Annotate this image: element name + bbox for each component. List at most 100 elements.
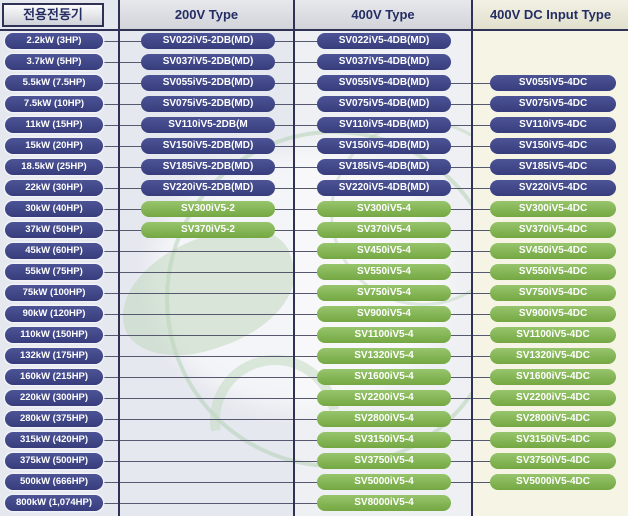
model-badge-200v: SV075iV5-2DB(MD) <box>141 96 275 112</box>
table-row: 11kW (15HP) SV110iV5-2DB(M SV110iV5-4DB(MD… <box>0 115 628 136</box>
motor-power-label: 11kW (15HP) <box>5 117 103 133</box>
model-badge-200v: SV220iV5-2DB(MD) <box>141 180 275 196</box>
motor-power-label: 2.2kW (3HP) <box>5 33 103 49</box>
motor-power-label: 132kW (175HP) <box>5 348 103 364</box>
model-badge-200v: SV370iV5-2 <box>141 222 275 238</box>
table-row: 5.5kW (7.5HP) SV055iV5-2DB(MD) SV055iV5-4D… <box>0 73 628 94</box>
table-row: 375kW (500HP) SV3750iV5-4 SV3750iV5-4DC <box>0 451 628 472</box>
model-badge-400v: SV055iV5-4DB(MD) <box>317 75 451 91</box>
model-badge-400vdc: SV055iV5-4DC <box>490 75 616 91</box>
table-row: 800kW (1,074HP) SV8000iV5-4 <box>0 493 628 514</box>
model-badge-400v: SV550iV5-4 <box>317 264 451 280</box>
model-badge-400v: SV750iV5-4 <box>317 285 451 301</box>
motor-power-label: 280kW (375HP) <box>5 411 103 427</box>
table-row: 2.2kW (3HP) SV022iV5-2DB(MD) SV022iV5-4DB(… <box>0 31 628 52</box>
model-badge-400v: SV110iV5-4DB(MD) <box>317 117 451 133</box>
model-badge-400v: SV1600iV5-4 <box>317 369 451 385</box>
table-row: 15kW (20HP) SV150iV5-2DB(MD) SV150iV5-4DB(… <box>0 136 628 157</box>
motor-power-label: 500kW (666HP) <box>5 474 103 490</box>
table-row: 55kW (75HP) SV550iV5-4 SV550iV5-4DC <box>0 262 628 283</box>
header-motor: 전용전동기 <box>2 3 104 27</box>
model-badge-200v: SV055iV5-2DB(MD) <box>141 75 275 91</box>
column-divider <box>118 0 120 516</box>
motor-power-label: 220kW (300HP) <box>5 390 103 406</box>
model-badge-400vdc: SV1600iV5-4DC <box>490 369 616 385</box>
model-badge-400v: SV185iV5-4DB(MD) <box>317 159 451 175</box>
model-badge-400v: SV2800iV5-4 <box>317 411 451 427</box>
motor-power-label: 375kW (500HP) <box>5 453 103 469</box>
model-badge-400vdc: SV3750iV5-4DC <box>490 453 616 469</box>
table-row: 7.5kW (10HP) SV075iV5-2DB(MD) SV075iV5-4DB… <box>0 94 628 115</box>
model-badge-200v: SV300iV5-2 <box>141 201 275 217</box>
header-200v-type: 200V Type <box>174 7 239 22</box>
motor-power-label: 3.7kW (5HP) <box>5 54 103 70</box>
model-badge-400v: SV3150iV5-4 <box>317 432 451 448</box>
model-badge-400vdc: SV1320iV5-4DC <box>490 348 616 364</box>
motor-power-label: 18.5kW (25HP) <box>5 159 103 175</box>
motor-power-label: 7.5kW (10HP) <box>5 96 103 112</box>
model-badge-400v: SV075iV5-4DB(MD) <box>317 96 451 112</box>
table-row: 500kW (666HP) SV5000iV5-4 SV5000iV5-4DC <box>0 472 628 493</box>
header-400vdc-type: 400V DC Input Type <box>489 7 612 22</box>
model-badge-400v: SV220iV5-4DB(MD) <box>317 180 451 196</box>
header-band-200v <box>120 0 293 29</box>
table-row: 220kW (300HP) SV2200iV5-4 SV2200iV5-4DC <box>0 388 628 409</box>
model-badge-200v: SV185iV5-2DB(MD) <box>141 159 275 175</box>
motor-power-label: 160kW (215HP) <box>5 369 103 385</box>
model-badge-400vdc: SV5000iV5-4DC <box>490 474 616 490</box>
model-badge-200v: SV110iV5-2DB(M <box>141 117 275 133</box>
motor-power-label: 15kW (20HP) <box>5 138 103 154</box>
connector-line <box>100 503 451 504</box>
model-badge-400vdc: SV150iV5-4DC <box>490 138 616 154</box>
motor-power-label: 800kW (1,074HP) <box>5 495 103 511</box>
motor-power-label: 37kW (50HP) <box>5 222 103 238</box>
model-badge-400v: SV1100iV5-4 <box>317 327 451 343</box>
motor-power-label: 22kW (30HP) <box>5 180 103 196</box>
table-row: 280kW (375HP) SV2800iV5-4 SV2800iV5-4DC <box>0 409 628 430</box>
table-header: 전용전동기 200V Type 400V Type 400V DC Input … <box>0 0 628 31</box>
motor-power-label: 110kW (150HP) <box>5 327 103 343</box>
model-badge-200v: SV150iV5-2DB(MD) <box>141 138 275 154</box>
motor-power-label: 315kW (420HP) <box>5 432 103 448</box>
model-badge-400vdc: SV110iV5-4DC <box>490 117 616 133</box>
model-badge-400vdc: SV370iV5-4DC <box>490 222 616 238</box>
table-row: 110kW (150HP) SV1100iV5-4 SV1100iV5-4DC <box>0 325 628 346</box>
table-row: 90kW (120HP) SV900iV5-4 SV900iV5-4DC <box>0 304 628 325</box>
model-badge-400v: SV5000iV5-4 <box>317 474 451 490</box>
model-badge-400v: SV900iV5-4 <box>317 306 451 322</box>
model-badge-400v: SV037iV5-4DB(MD) <box>317 54 451 70</box>
connector-line <box>100 62 451 63</box>
model-badge-400vdc: SV1100iV5-4DC <box>490 327 616 343</box>
table-row: 45kW (60HP) SV450iV5-4 SV450iV5-4DC <box>0 241 628 262</box>
model-badge-400v: SV150iV5-4DB(MD) <box>317 138 451 154</box>
model-badge-400vdc: SV550iV5-4DC <box>490 264 616 280</box>
model-badge-400vdc: SV900iV5-4DC <box>490 306 616 322</box>
model-badge-400v: SV370iV5-4 <box>317 222 451 238</box>
model-badge-400vdc: SV2200iV5-4DC <box>490 390 616 406</box>
model-badge-400vdc: SV3150iV5-4DC <box>490 432 616 448</box>
table-row: 160kW (215HP) SV1600iV5-4 SV1600iV5-4DC <box>0 367 628 388</box>
table-row: 315kW (420HP) SV3150iV5-4 SV3150iV5-4DC <box>0 430 628 451</box>
model-badge-400v: SV8000iV5-4 <box>317 495 451 511</box>
table-row: 75kW (100HP) SV750iV5-4 SV750iV5-4DC <box>0 283 628 304</box>
header-400v-type: 400V Type <box>351 7 415 22</box>
motor-power-label: 5.5kW (7.5HP) <box>5 75 103 91</box>
motor-power-label: 55kW (75HP) <box>5 264 103 280</box>
model-badge-400v: SV1320iV5-4 <box>317 348 451 364</box>
model-badge-200v: SV037iV5-2DB(MD) <box>141 54 275 70</box>
model-badge-400vdc: SV2800iV5-4DC <box>490 411 616 427</box>
column-divider <box>471 0 473 516</box>
model-badge-400vdc: SV220iV5-4DC <box>490 180 616 196</box>
model-badge-400v: SV300iV5-4 <box>317 201 451 217</box>
table-row: 18.5kW (25HP) SV185iV5-2DB(MD) SV185iV5-4D… <box>0 157 628 178</box>
table-row: 132kW (175HP) SV1320iV5-4 SV1320iV5-4DC <box>0 346 628 367</box>
model-badge-400vdc: SV300iV5-4DC <box>490 201 616 217</box>
model-badge-400vdc: SV075iV5-4DC <box>490 96 616 112</box>
connector-line <box>100 41 451 42</box>
column-divider <box>293 0 295 516</box>
table-row: 37kW (50HP) SV370iV5-2 SV370iV5-4 SV370iV5-… <box>0 220 628 241</box>
model-badge-200v: SV022iV5-2DB(MD) <box>141 33 275 49</box>
model-badge-400v: SV2200iV5-4 <box>317 390 451 406</box>
table-row: 30kW (40HP) SV300iV5-2 SV300iV5-4 SV300iV5-… <box>0 199 628 220</box>
